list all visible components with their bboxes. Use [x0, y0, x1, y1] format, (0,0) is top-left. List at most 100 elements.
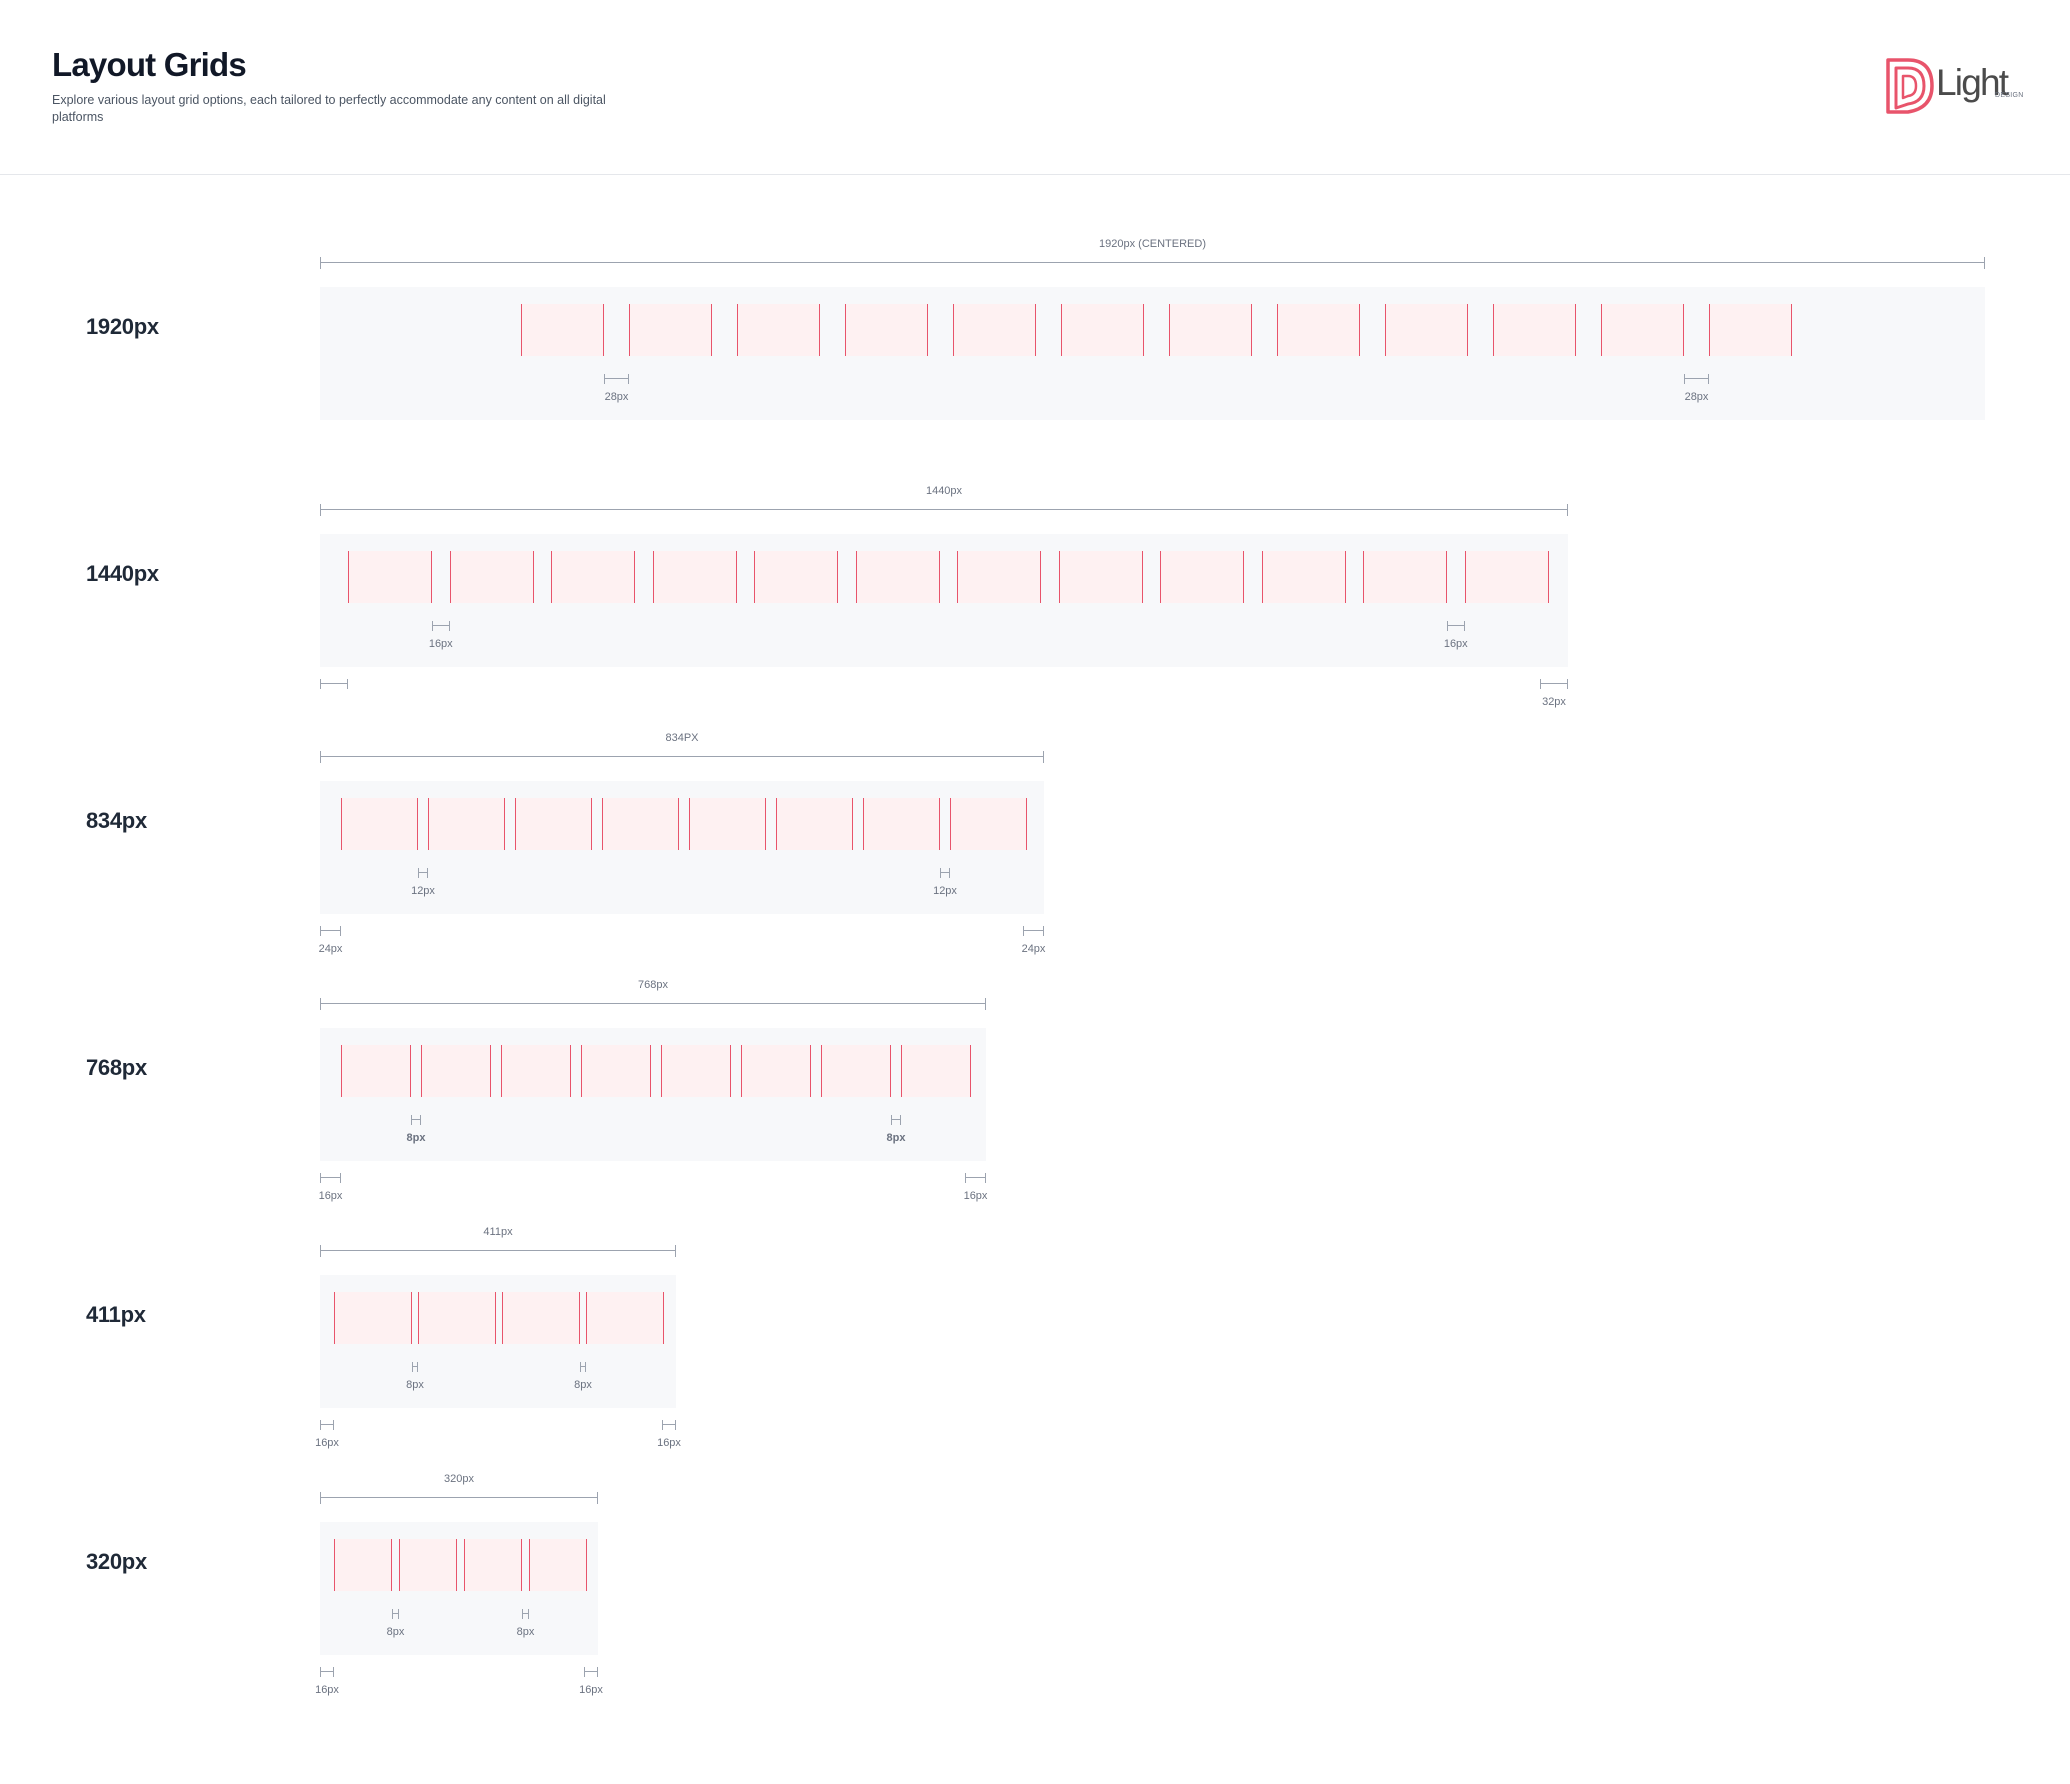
gutter-measure — [522, 1609, 529, 1619]
gutter-label: 8px — [406, 1132, 426, 1144]
margin-label-right: 16px — [657, 1437, 681, 1449]
grid-column — [950, 798, 1027, 850]
grid-column — [502, 1292, 580, 1344]
grid-width-label: 1920px (CENTERED) — [1099, 238, 1206, 250]
grid-column — [1709, 304, 1792, 356]
grid-row-label: 320px — [86, 1549, 147, 1574]
gutter-label: 8px — [516, 1626, 535, 1638]
grid-column — [428, 798, 505, 850]
grid-column — [586, 1292, 664, 1344]
gutter-label: 8px — [574, 1379, 592, 1391]
grid-width-label: 1440px — [925, 485, 963, 497]
grid-column — [1601, 304, 1684, 356]
gutter-measure — [432, 621, 450, 631]
gutter-measure — [412, 1362, 418, 1372]
gutter-measure — [418, 868, 428, 878]
margin-measure-left — [320, 1667, 334, 1677]
logo-mark-icon — [1886, 58, 1934, 114]
page-header: Layout Grids Explore various layout grid… — [0, 0, 2070, 175]
grid-width-measure — [320, 1492, 598, 1504]
margin-measure-left — [320, 1173, 341, 1183]
gutter-label: 16px — [1443, 638, 1468, 650]
grid-width-label: 834PX — [665, 732, 699, 744]
gutter-measure — [604, 374, 629, 384]
page-subtitle: Explore various layout grid options, eac… — [52, 93, 606, 124]
grid-column — [754, 551, 838, 603]
grid-column — [334, 1292, 412, 1344]
gutter-label: 28px — [604, 391, 629, 403]
grid-column — [421, 1045, 491, 1097]
margin-measure-left — [320, 1420, 334, 1430]
grid-column — [551, 551, 635, 603]
grid-column — [953, 304, 1036, 356]
grid-column — [776, 798, 853, 850]
grid-column — [737, 304, 820, 356]
grid-column — [529, 1539, 587, 1591]
grid-row-label: 768px — [86, 1055, 147, 1080]
margin-label-left: 24px — [318, 943, 343, 955]
grid-column — [652, 551, 737, 603]
grid-column — [1464, 551, 1549, 603]
grid-column — [515, 798, 592, 850]
gutter-measure — [411, 1115, 421, 1125]
margin-measure-left — [320, 679, 348, 689]
grid-column — [901, 1045, 971, 1097]
gutter-label: 12px — [933, 885, 957, 897]
margin-label-left: 16px — [318, 1190, 343, 1202]
gutter-label: 28px — [1684, 391, 1709, 403]
grid-column — [855, 551, 940, 603]
margin-label-left: 16px — [315, 1437, 339, 1449]
grid-width-label: 768px — [638, 979, 668, 991]
gutter-label: 8px — [886, 1132, 906, 1144]
grid-column — [863, 798, 940, 850]
margin-measure-right — [1540, 679, 1568, 689]
margin-measure-right — [965, 1173, 986, 1183]
margin-label-left: 16px — [315, 1684, 339, 1696]
margin-measure-left — [320, 926, 341, 936]
grid-column — [741, 1045, 811, 1097]
grid-column — [1169, 304, 1252, 356]
gutter-measure — [580, 1362, 586, 1372]
grid-column — [1363, 551, 1447, 603]
margin-measure-right — [1023, 926, 1044, 936]
margin-measure-right — [662, 1420, 676, 1430]
grid-column — [689, 798, 766, 850]
grid-column — [334, 1539, 392, 1591]
grid-row-label: 834px — [86, 808, 147, 833]
grid-width-measure — [320, 257, 1985, 269]
gutter-label: 12px — [411, 885, 435, 897]
grid-column — [348, 551, 432, 603]
margin-measure-right — [584, 1667, 598, 1677]
grid-column — [1058, 551, 1143, 603]
margin-label-right: 24px — [1021, 943, 1046, 955]
page-title: Layout Grids — [52, 46, 247, 83]
grid-column — [1493, 304, 1576, 356]
grid-row-label: 1440px — [86, 561, 159, 586]
logo-subtext: DESIGN — [1995, 92, 2024, 99]
grid-width-label: 411px — [483, 1226, 513, 1238]
margin-label-right: 16px — [579, 1684, 603, 1696]
grid-width-measure — [320, 504, 1568, 516]
grid-width-measure — [320, 1245, 676, 1257]
margin-label-right: 16px — [963, 1190, 988, 1202]
gutter-measure — [1447, 621, 1465, 631]
grid-column — [1061, 304, 1144, 356]
gutter-measure — [1684, 374, 1709, 384]
grid-column — [581, 1045, 651, 1097]
grid-width-measure — [320, 998, 986, 1010]
gutter-measure — [392, 1609, 399, 1619]
grid-width-label: 320px — [444, 1473, 474, 1485]
gutter-label: 16px — [428, 638, 453, 650]
grid-column — [341, 798, 418, 850]
grid-column — [957, 551, 1041, 603]
grid-column — [629, 304, 712, 356]
gutter-measure — [940, 868, 950, 878]
grid-column — [341, 1045, 411, 1097]
grid-column — [1261, 551, 1346, 603]
grid-column — [845, 304, 928, 356]
grid-column — [464, 1539, 522, 1591]
grid-column — [521, 304, 604, 356]
grid-column — [418, 1292, 496, 1344]
grid-width-measure — [320, 751, 1044, 763]
gutter-label: 8px — [406, 1379, 424, 1391]
